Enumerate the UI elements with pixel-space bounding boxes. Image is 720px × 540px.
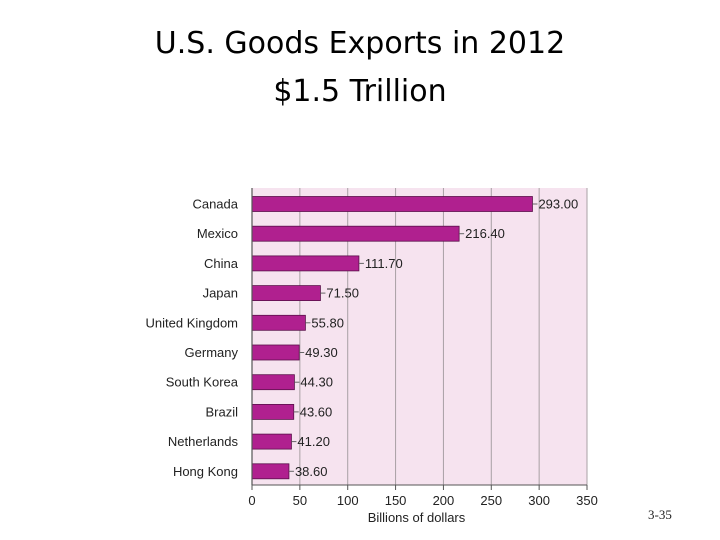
value-label: 55.80 [311, 315, 344, 330]
x-tick-label: 200 [433, 493, 455, 508]
bars [251, 196, 533, 480]
x-tick-label: 150 [385, 493, 407, 508]
value-label: 44.30 [300, 375, 333, 390]
bar-germany [251, 344, 300, 361]
slide-subtitle: $1.5 Trillion [273, 74, 447, 109]
bar-mexico [251, 225, 460, 242]
x-tick-labels: 0 50 100 150 200 250 300 350 [248, 485, 598, 508]
value-labels: 293.00 216.40 111.70 71.50 55.80 49.30 44.30 43… [288, 197, 578, 479]
value-label: 293.00 [538, 197, 578, 212]
category-label: Canada [192, 197, 238, 212]
x-tick-label: 300 [528, 493, 550, 508]
x-tick-label: 100 [337, 493, 359, 508]
category-label: Hong Kong [173, 464, 238, 479]
x-tick-label: 50 [293, 493, 307, 508]
category-label: Germany [185, 345, 239, 360]
bar-brazil [251, 403, 295, 420]
category-label: South Korea [166, 375, 239, 390]
value-label: 43.60 [300, 404, 333, 419]
slide-number: 3-35 [648, 507, 672, 522]
value-label: 38.60 [295, 464, 328, 479]
category-labels: Canada Mexico China Japan United Kingdom Germ… [146, 197, 239, 479]
bar-united-kingdom [251, 314, 306, 331]
category-label: Japan [203, 286, 238, 301]
value-label: 49.30 [305, 345, 338, 360]
value-label: 111.70 [365, 256, 403, 271]
value-label: 216.40 [465, 226, 505, 241]
bar-japan [251, 285, 321, 302]
category-label: China [204, 256, 239, 271]
bar-hong-kong [251, 463, 290, 480]
bar-south-korea [251, 374, 295, 391]
slide-title: U.S. Goods Exports in 2012 [154, 26, 566, 61]
bar-china [251, 255, 360, 272]
value-label: 41.20 [297, 434, 330, 449]
x-axis-label: Billions of dollars [368, 510, 466, 525]
bar-netherlands [251, 433, 292, 450]
x-tick-label: 350 [576, 493, 598, 508]
x-tick-label: 250 [480, 493, 502, 508]
category-label: Brazil [205, 404, 238, 419]
value-label: 71.50 [326, 286, 359, 301]
x-tick-label: 0 [248, 493, 255, 508]
category-label: Mexico [197, 226, 238, 241]
bar-canada [251, 196, 533, 212]
category-label: United Kingdom [146, 315, 239, 330]
category-label: Netherlands [168, 434, 239, 449]
